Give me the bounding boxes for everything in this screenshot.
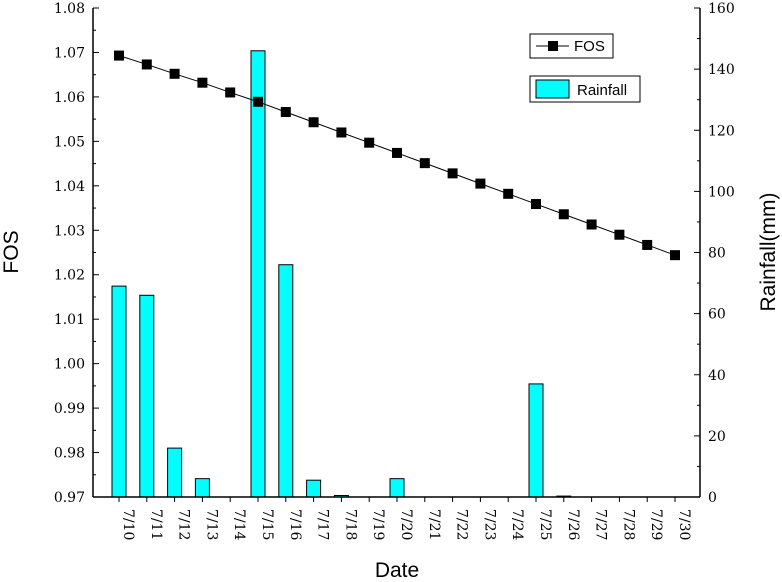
fos-point — [558, 209, 569, 220]
legend-fos-label: FOS — [574, 38, 605, 55]
left-tick-label: 1.01 — [54, 312, 85, 328]
x-tick-label: 7/26 — [565, 509, 581, 541]
rainfall-bar — [306, 479, 322, 498]
x-tick-label: 7/19 — [370, 509, 386, 540]
left-axis-title: FOS — [0, 230, 23, 273]
left-tick-label: 1.07 — [54, 45, 85, 61]
right-axis-title: Rainfall(mm) — [757, 192, 780, 311]
rainfall-bar — [167, 447, 183, 498]
x-tick-label: 7/21 — [426, 509, 442, 540]
x-axis-title: Date — [375, 559, 419, 582]
left-tick-label: 1.08 — [54, 1, 85, 17]
fos-point — [141, 59, 152, 70]
x-tick-label: 7/30 — [676, 509, 692, 540]
left-tick-label: 0.98 — [54, 446, 85, 462]
fos-point — [447, 168, 458, 179]
fos-point — [614, 229, 625, 240]
right-tick-label: 0 — [708, 490, 717, 506]
fos-point — [308, 117, 319, 128]
right-tick-label: 140 — [708, 62, 735, 78]
left-tick-label: 1.06 — [54, 90, 85, 106]
left-tick-label: 1.00 — [54, 357, 85, 373]
legend-rainfall-swatch — [535, 79, 570, 99]
fos-point — [280, 107, 291, 118]
x-axis-ticks: 7/10 7/11 7/12 7/13 7/14 7/15 7/16 7/17 7/18 7/19… — [118, 497, 692, 541]
right-tick-label: 100 — [708, 184, 735, 200]
fos-point — [364, 137, 375, 148]
x-tick-label: 7/22 — [454, 509, 470, 540]
x-tick-label: 7/23 — [481, 509, 497, 540]
rainfall-bar — [194, 478, 210, 498]
rainfall-bar — [389, 478, 405, 498]
right-tick-label: 120 — [708, 123, 735, 139]
x-tick-label: 7/29 — [648, 509, 664, 540]
x-tick-label: 7/28 — [620, 509, 636, 540]
fos-line — [114, 50, 680, 261]
x-tick-label: 7/27 — [593, 509, 609, 540]
right-tick-label: 160 — [708, 1, 735, 17]
rainfall-bars — [111, 50, 572, 498]
left-tick-label: 1.05 — [54, 134, 85, 150]
fos-point — [114, 50, 124, 61]
rainfall-bar — [250, 50, 266, 498]
x-tick-label: 7/14 — [231, 509, 247, 541]
legend-rainfall-label: Rainfall — [577, 82, 627, 99]
legend-box-fos — [529, 33, 614, 59]
fos-point — [336, 127, 347, 138]
x-tick-label: 7/16 — [287, 509, 303, 541]
x-tick-label: 7/15 — [259, 509, 275, 540]
fos-point — [531, 199, 541, 210]
rainfall-bar — [528, 383, 544, 498]
x-tick-label: 7/20 — [398, 509, 414, 540]
fos-point — [642, 239, 653, 250]
right-tick-label: 40 — [708, 368, 726, 384]
left-tick-label: 1.04 — [54, 179, 85, 195]
rainfall-bar — [278, 264, 294, 498]
rainfall-bar — [111, 285, 127, 498]
left-tick-label: 0.99 — [54, 401, 85, 417]
x-tick-label: 7/17 — [315, 509, 331, 540]
rainfall-bar — [139, 294, 155, 498]
fos-point — [419, 158, 430, 169]
left-tick-label: 0.97 — [54, 490, 85, 506]
fos-point — [253, 96, 263, 107]
x-tick-label: 7/13 — [203, 509, 219, 540]
left-axis-ticks: 0.97 0.98 0.99 1.00 1.01 1.02 1.03 1.04 1.05 1.06… — [54, 1, 99, 506]
x-tick-label: 7/11 — [148, 509, 164, 540]
right-tick-label: 60 — [708, 307, 726, 323]
fos-point — [503, 188, 514, 199]
x-tick-label: 7/25 — [537, 509, 553, 540]
left-tick-label: 1.02 — [54, 268, 85, 284]
fos-point — [392, 147, 402, 158]
legend: FOS Rainfall — [529, 33, 641, 103]
fos-point — [670, 250, 680, 261]
x-tick-label: 7/24 — [509, 509, 525, 541]
legend-fos-marker — [548, 41, 558, 51]
right-tick-label: 20 — [708, 429, 726, 445]
fos-point — [225, 87, 236, 98]
fos-point — [475, 178, 486, 189]
right-axis-ticks: 0 20 40 60 80 100 120 140 160 — [694, 1, 735, 506]
x-tick-label: 7/18 — [342, 509, 358, 540]
left-tick-label: 1.03 — [54, 223, 85, 239]
fos-point — [586, 219, 597, 230]
fos-point — [197, 77, 208, 88]
x-tick-label: 7/12 — [176, 509, 192, 540]
right-tick-label: 80 — [708, 246, 726, 262]
fos-point — [169, 68, 180, 79]
x-tick-label: 7/10 — [120, 509, 136, 540]
